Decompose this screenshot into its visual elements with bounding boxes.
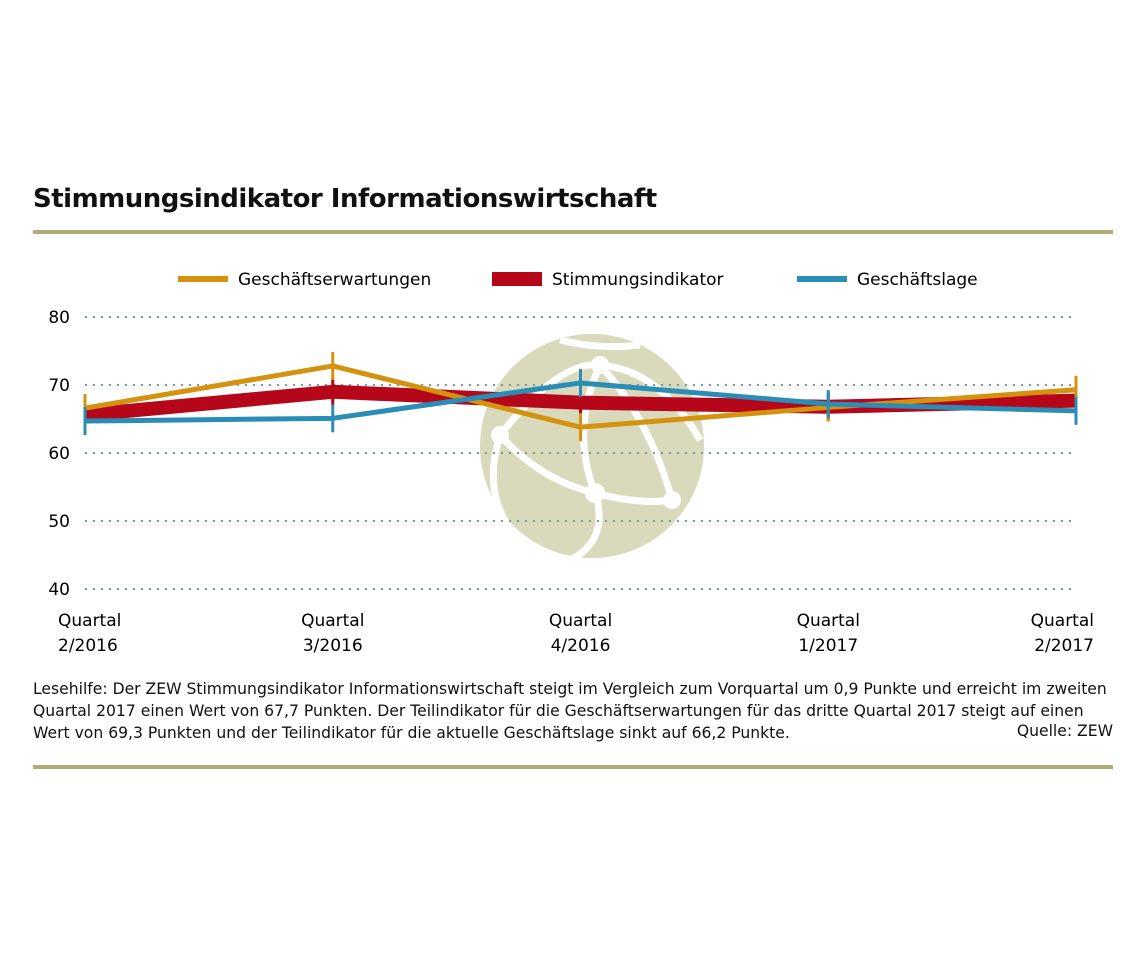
y-tick-label: 70 xyxy=(48,376,70,396)
legend-label: Stimmungsindikator xyxy=(552,270,724,290)
x-tick-label: 3/2016 xyxy=(303,636,363,656)
source-label: Quelle: ZEW xyxy=(1016,722,1113,740)
x-tick-label: 1/2017 xyxy=(798,636,858,656)
y-tick-label: 50 xyxy=(48,512,70,532)
x-tick-label: Quartal xyxy=(797,611,860,631)
y-tick-label: 60 xyxy=(48,444,70,464)
legend-label: Geschäftslage xyxy=(857,270,978,290)
x-tick-label: Quartal xyxy=(301,611,364,631)
x-tick-label: Quartal xyxy=(58,611,121,631)
globe-watermark xyxy=(480,334,704,564)
x-tick-label: 4/2016 xyxy=(551,636,611,656)
chart-title: Stimmungsindikator Informationswirtschaf… xyxy=(33,184,657,214)
legend-label: Geschäftserwartungen xyxy=(238,270,431,290)
y-tick-label: 40 xyxy=(48,580,70,600)
y-tick-label: 80 xyxy=(48,308,70,328)
bottom-divider xyxy=(33,765,1113,769)
x-tick-label: 2/2016 xyxy=(58,636,118,656)
x-tick-label: Quartal xyxy=(549,611,612,631)
top-divider xyxy=(33,230,1113,234)
x-tick-label: Quartal xyxy=(1031,611,1094,631)
line-chart: 40 50 60 70 80 Quartal 2/2016 Quartal 3/2016 Quar… xyxy=(48,270,1094,656)
reading-note: Lesehilfe: Der ZEW Stimmungsindikator In… xyxy=(33,680,1107,742)
x-tick-label: 2/2017 xyxy=(1034,636,1094,656)
